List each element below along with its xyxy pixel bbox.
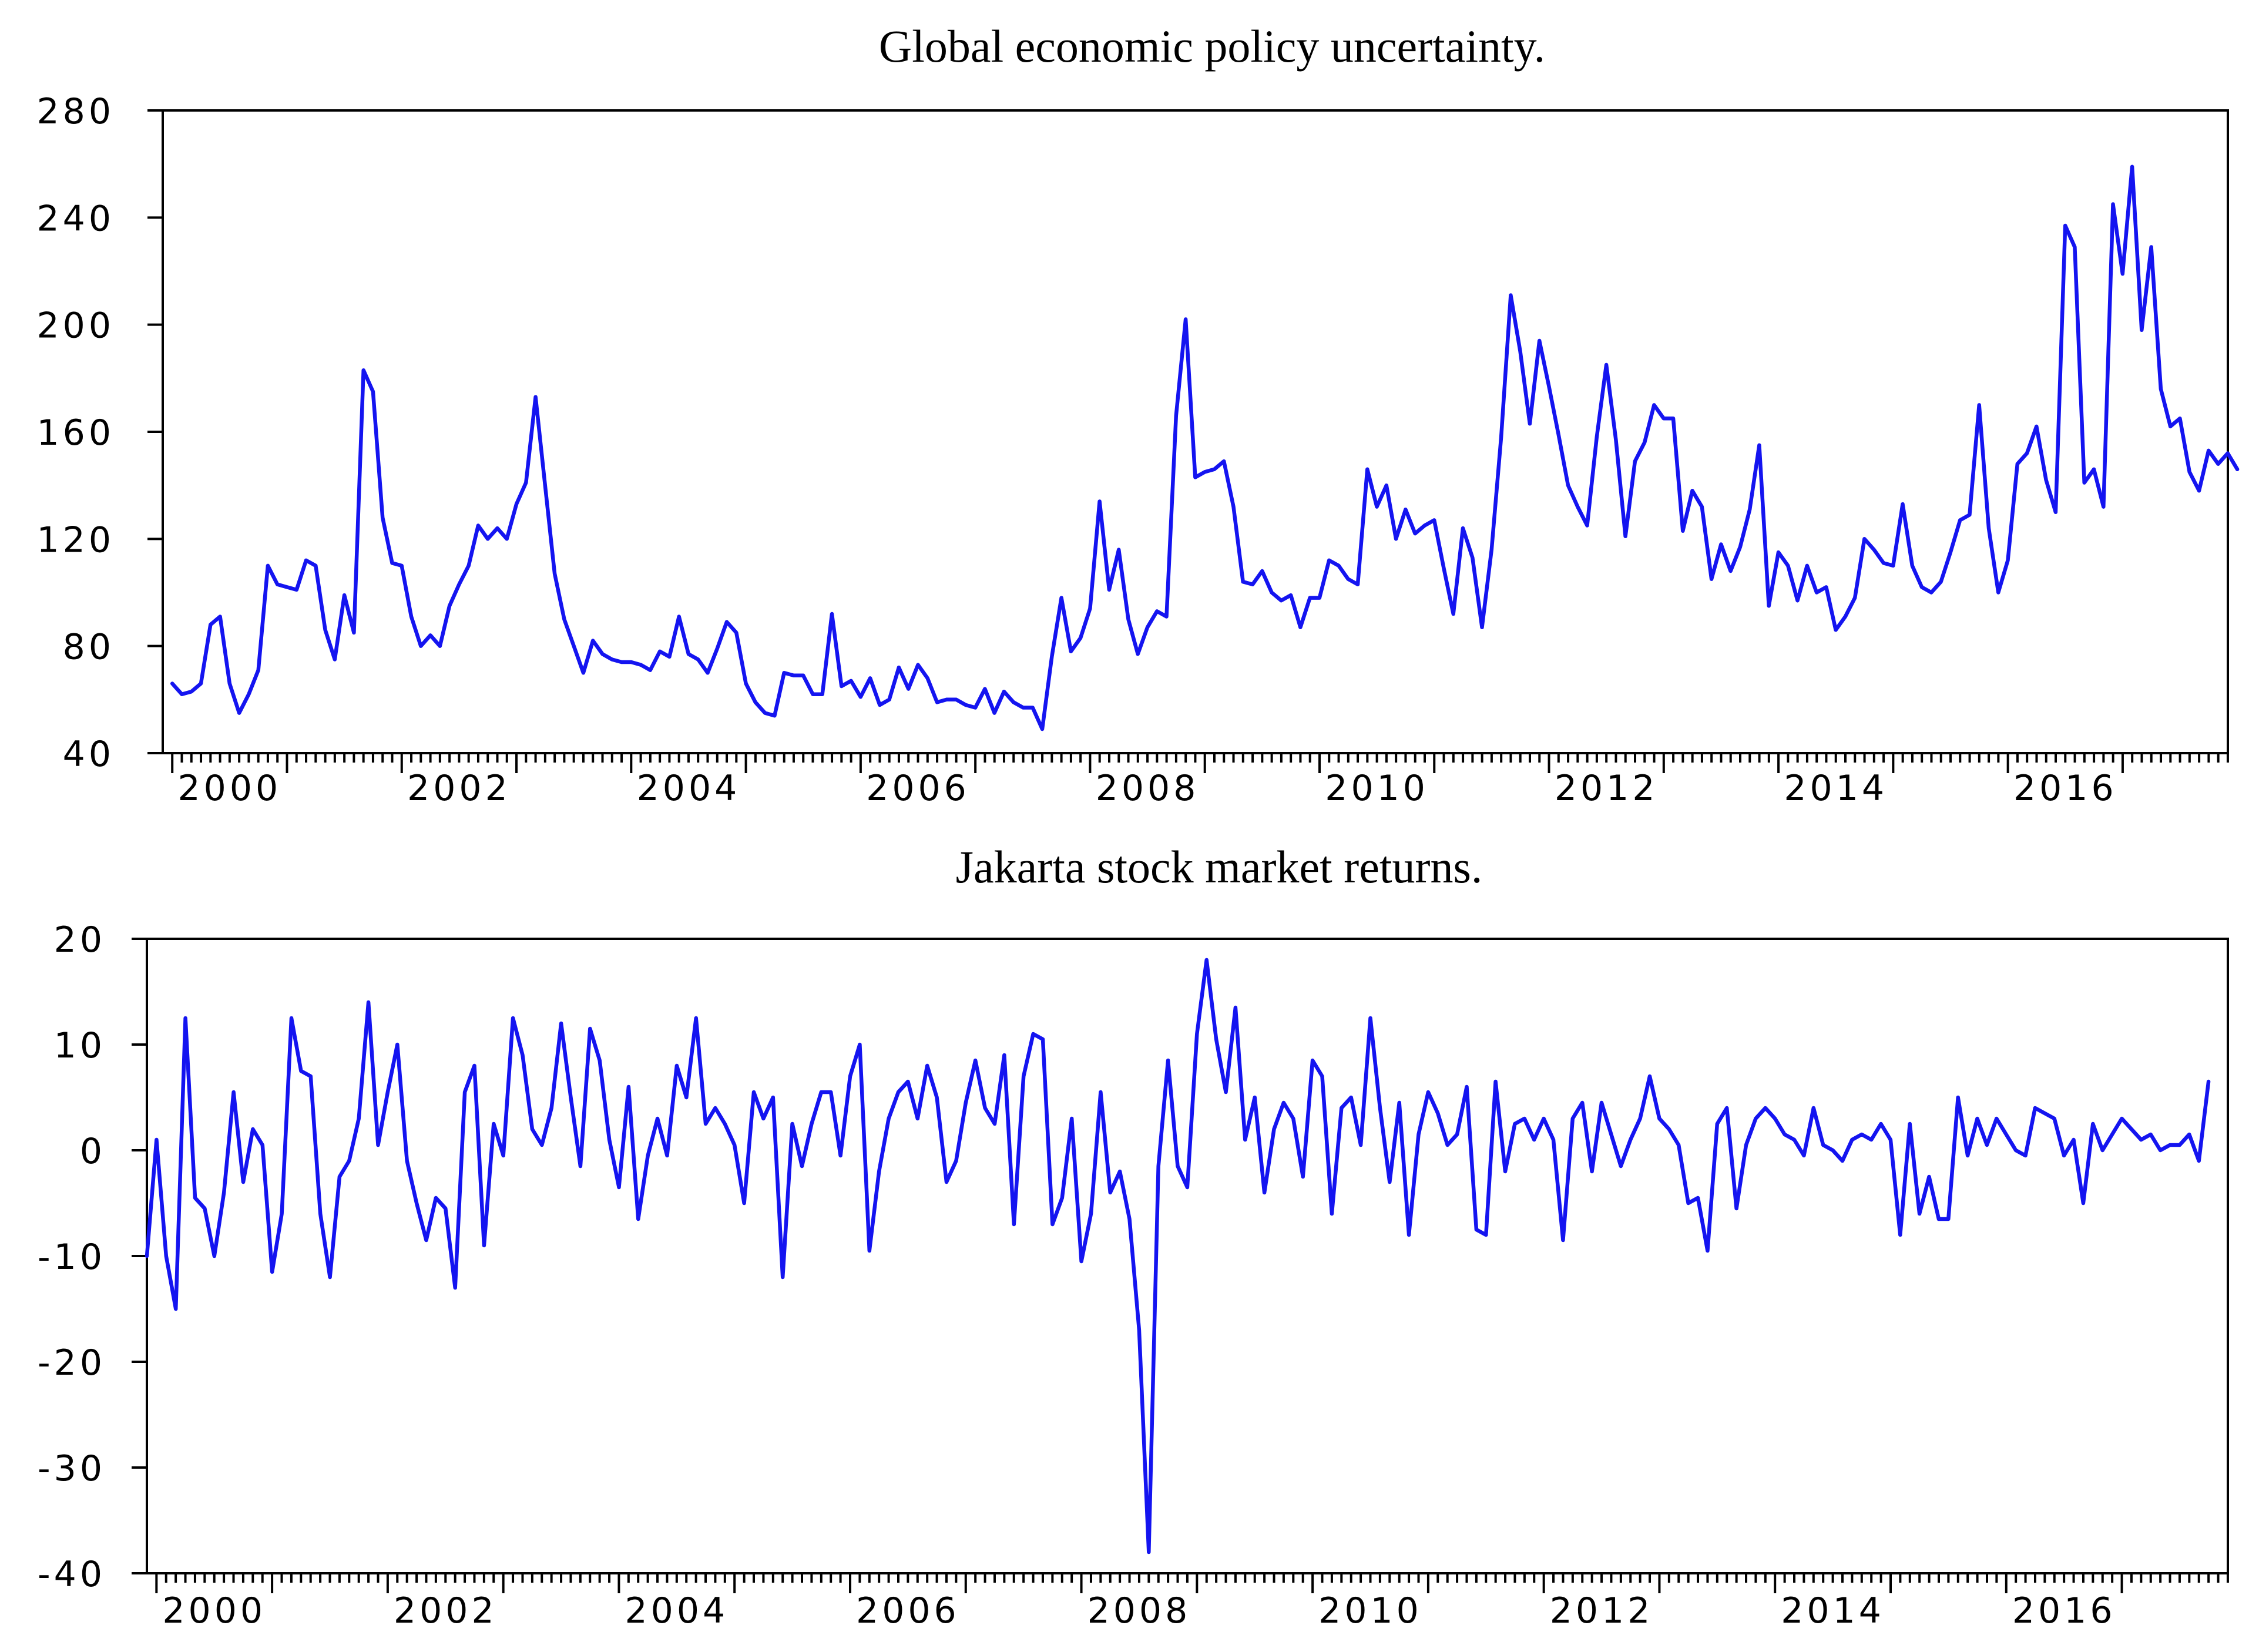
- y-tick-label: 200: [36, 305, 115, 347]
- y-tick-label: 40: [63, 734, 115, 775]
- y-tick-label: -20: [38, 1342, 106, 1384]
- x-tick-label: 2016: [2012, 1590, 2116, 1631]
- y-tick-label: -10: [38, 1237, 106, 1278]
- x-tick-label: 2010: [1325, 768, 1429, 809]
- x-tick-label: 2002: [394, 1590, 498, 1631]
- x-tick-label: 2016: [2013, 768, 2117, 809]
- series-line-policy-uncertainty: [170, 164, 2240, 731]
- y-tick-label: 240: [36, 198, 115, 239]
- x-tick-label: 2014: [1781, 1590, 1885, 1631]
- x-tick-label: 2000: [162, 1590, 266, 1631]
- y-tick-label: 10: [54, 1025, 106, 1066]
- x-tick-label: 2004: [637, 768, 741, 809]
- x-tick-label: 2006: [866, 768, 970, 809]
- x-tick-label: 2006: [856, 1590, 960, 1631]
- chart-title-policy-uncertainty: Global economic policy uncertainty.: [879, 21, 1545, 72]
- panel-policy-uncertainty: Global economic policy uncertainty. 40 80…: [36, 21, 2240, 809]
- y-axis-jakarta-returns: -40 -30 -20 -10 0 10 20: [38, 919, 147, 1595]
- series-line-jakarta-returns: [145, 958, 2211, 1554]
- x-axis-jakarta-returns: 2000 2002 2004 2006 2008 2010 2012 2014 2016: [155, 1573, 2229, 1631]
- x-axis-policy-uncertainty: 2000 2002 2004 2006 2008 2010 2012 2014 2016: [171, 753, 2229, 809]
- y-tick-label: 0: [80, 1131, 106, 1172]
- y-tick-label: 280: [36, 91, 115, 132]
- y-tick-label: 20: [54, 919, 106, 961]
- x-tick-label: 2000: [177, 768, 281, 809]
- x-tick-label: 2014: [1784, 768, 1888, 809]
- y-tick-label: 80: [63, 627, 115, 668]
- y-tick-label: 160: [36, 412, 115, 454]
- x-tick-label: 2012: [1555, 768, 1659, 809]
- x-tick-label: 2012: [1550, 1590, 1654, 1631]
- chart-title-jakarta-returns: Jakarta stock market returns.: [956, 841, 1483, 892]
- y-tick-label: -30: [38, 1448, 106, 1489]
- x-tick-label: 2002: [407, 768, 511, 809]
- x-tick-label: 2008: [1096, 768, 1200, 809]
- y-axis-policy-uncertainty: 40 80 120 160 200 240 280: [36, 91, 163, 775]
- x-tick-label: 2004: [625, 1590, 729, 1631]
- y-tick-label: 120: [36, 519, 115, 560]
- x-tick-label: 2010: [1318, 1590, 1422, 1631]
- x-tick-label: 2008: [1087, 1590, 1191, 1631]
- panel-jakarta-returns: Jakarta stock market returns. -40-30-20-…: [38, 841, 2229, 1631]
- y-tick-label: -40: [38, 1554, 106, 1595]
